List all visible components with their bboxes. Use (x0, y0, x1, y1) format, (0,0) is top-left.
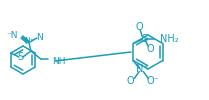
Text: N⁺: N⁺ (24, 36, 34, 46)
Text: O: O (126, 76, 134, 86)
Text: NH: NH (52, 56, 65, 66)
Text: O: O (135, 22, 143, 32)
Text: S: S (141, 34, 147, 44)
Text: N⁺: N⁺ (136, 64, 149, 74)
Text: S: S (18, 52, 24, 62)
Text: O: O (147, 44, 154, 54)
Text: N: N (37, 32, 43, 42)
Text: O⁻: O⁻ (147, 76, 160, 86)
Text: NH₂: NH₂ (160, 34, 179, 44)
Text: ⁻N: ⁻N (6, 32, 18, 40)
